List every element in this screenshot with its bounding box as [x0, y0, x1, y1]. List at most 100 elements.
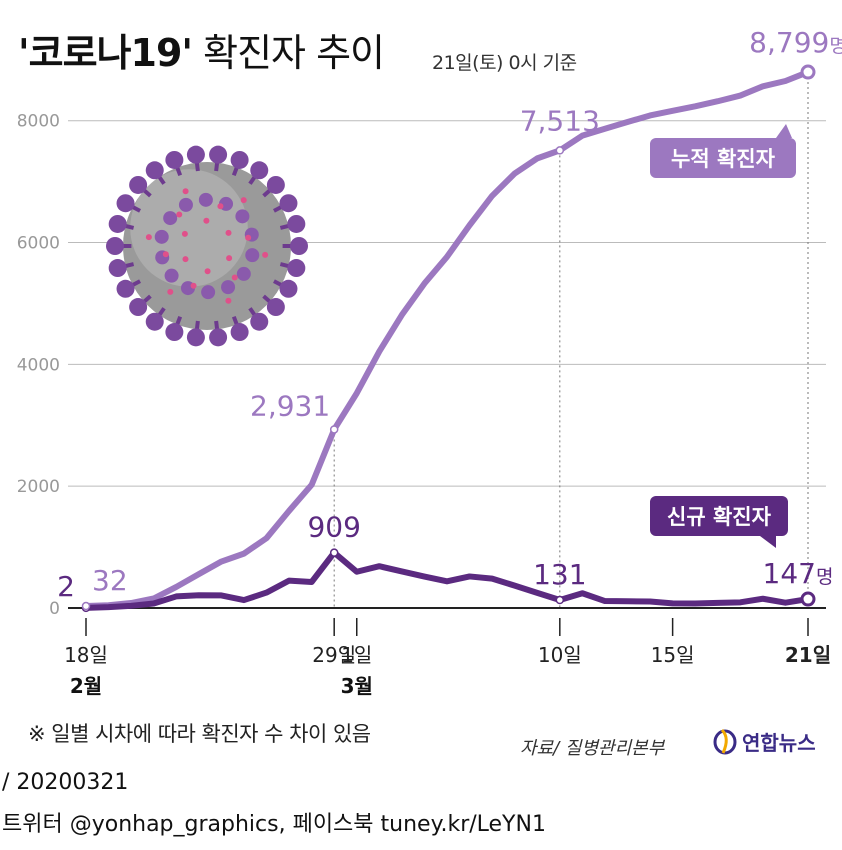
virus-spike-head [287, 259, 306, 278]
chart-basis-note: 21일(토) 0시 기준 [432, 52, 577, 74]
data-point-marker [329, 548, 339, 557]
series-line-cumulative [83, 69, 811, 610]
virus-spike-head [145, 312, 164, 331]
virus-dot [226, 255, 233, 262]
virus-dot [145, 234, 152, 241]
data-label: 32 [92, 564, 128, 597]
x-tick-label: 15일 [651, 643, 695, 667]
title-quoted: '코로나19' [18, 31, 193, 75]
virus-spike-head [116, 279, 135, 298]
virus-dot [225, 229, 232, 236]
x-tick-label: 1일 [341, 643, 372, 667]
virus-spike-head [129, 175, 148, 194]
virus-spike-head [106, 237, 124, 255]
virus-dot [262, 251, 269, 258]
brand-name: 연합뉴스 [742, 730, 816, 755]
data-label: 2 [57, 570, 75, 603]
y-tick-label: 8000 [17, 112, 60, 132]
y-tick-label: 2000 [17, 477, 60, 497]
virus-inner-spike [236, 266, 251, 281]
brand-mark-icon [713, 728, 737, 755]
data-label-value: 147 [763, 557, 816, 590]
virus-icon [106, 145, 308, 347]
source-credit: 자료/ 질병관리본부 [520, 738, 665, 759]
virus-spike-head [145, 161, 164, 180]
callout-box [650, 138, 796, 178]
data-label: 7,513 [520, 104, 600, 137]
virus-spike-head [108, 214, 127, 233]
data-point-marker [555, 595, 565, 605]
virus-inner-spike [245, 248, 260, 263]
virus-inner-spike [154, 229, 169, 244]
callout-box [650, 496, 788, 536]
virus-inner-spike [198, 192, 213, 207]
virus-spike-head [165, 150, 184, 169]
virus-dot [162, 251, 169, 258]
virus-highlight [130, 169, 248, 287]
virus-dot [203, 217, 210, 224]
virus-dot [182, 256, 189, 263]
data-label: 8,799명 [749, 26, 842, 59]
x-month-label: 3월 [341, 674, 373, 698]
virus-spike-head [209, 328, 228, 347]
data-label-value: 2 [57, 570, 75, 603]
series-callout: 누적 확진자 [650, 124, 796, 178]
virus-spike-head [287, 214, 306, 233]
virus-dot [204, 268, 211, 275]
data-label-value: 909 [307, 511, 360, 544]
footer-social: 트위터 @yonhap_graphics, 페이스북 tuney.kr/LeYN… [2, 812, 546, 837]
series-layer [81, 64, 816, 613]
data-label: 909 [307, 511, 360, 544]
data-label-unit: 명 [829, 35, 842, 57]
data-label-unit: 명 [816, 566, 833, 588]
footnote: ※ 일별 시차에 따라 확진자 수 차이 있음 [28, 722, 371, 746]
callout-pointer [760, 536, 776, 548]
virus-inner-spike [201, 285, 216, 300]
virus-dot [225, 297, 232, 304]
virus-dot [245, 234, 252, 241]
title-rest: 확진자 추이 [192, 31, 385, 75]
data-label: 2,931 [250, 389, 330, 422]
data-label-value: 7,513 [520, 104, 600, 137]
x-tick-label: 21일 [785, 643, 831, 667]
data-point-marker [800, 591, 816, 607]
series-line-new [83, 549, 811, 611]
virus-spike-head [209, 145, 228, 164]
x-tick-label: 18일 [64, 643, 108, 667]
virus-spike-head [279, 194, 298, 213]
virus-spike-head [116, 194, 135, 213]
virus-inner-spike [164, 268, 179, 283]
chart-title: '코로나19' 확진자 추이 [18, 22, 385, 77]
virus-spike-head [279, 279, 298, 298]
series-callout: 신규 확진자 [650, 496, 788, 548]
virus-dot [176, 211, 183, 218]
virus-spike-head [266, 298, 285, 317]
virus-dot [240, 197, 247, 204]
virus-inner-spike [178, 197, 193, 212]
virus-spike-head [230, 323, 249, 342]
data-point-marker [555, 146, 565, 155]
y-tick-label: 0 [49, 599, 60, 619]
data-label: 131 [533, 558, 586, 591]
data-point-marker [81, 601, 91, 611]
virus-spike-head [230, 150, 249, 169]
virus-dot [167, 288, 174, 295]
x-month-label: 2월 [70, 674, 102, 698]
callout-label: 신규 확진자 [667, 505, 772, 529]
callout-label: 누적 확진자 [671, 147, 776, 171]
virus-spike-head [108, 259, 127, 278]
y-tick-label: 6000 [17, 234, 60, 254]
data-label-value: 32 [92, 564, 128, 597]
virus-spike-head [290, 237, 308, 255]
virus-dot [190, 282, 197, 289]
data-point-marker [329, 425, 339, 434]
callout-pointer [776, 124, 792, 138]
data-label-value: 8,799 [749, 26, 829, 59]
data-point-marker [800, 64, 816, 80]
x-tick-label: 10일 [538, 643, 582, 667]
virus-spike-head [250, 161, 269, 180]
data-label-value: 131 [533, 558, 586, 591]
